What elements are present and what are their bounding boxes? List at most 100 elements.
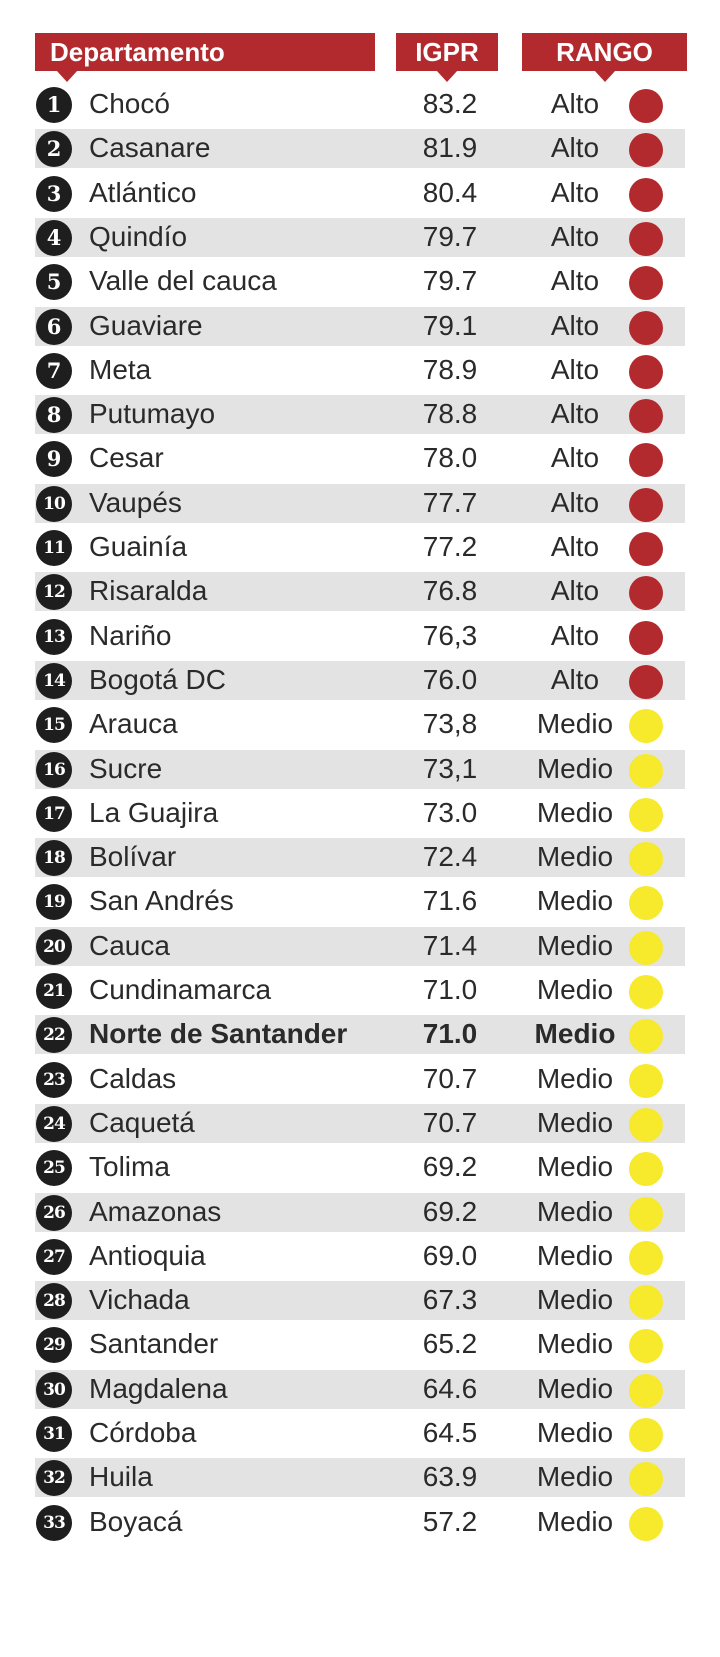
rank-badge: 11 <box>36 530 72 566</box>
table-row: 25 Tolima 69.2 Medio <box>0 1144 720 1191</box>
departamento-name: Guaviare <box>89 309 203 341</box>
igpr-value: 63.9 <box>422 1461 478 1493</box>
rank-badge: 21 <box>36 973 72 1009</box>
igpr-value: 79.1 <box>422 309 478 341</box>
row-background <box>35 749 685 789</box>
departamento-name: Norte de Santander <box>89 1018 348 1050</box>
rank-badge: 30 <box>36 1371 72 1408</box>
rango-label: Alto <box>550 398 600 430</box>
rango-dot-icon <box>629 664 663 699</box>
rango-label: Medio <box>534 1018 616 1050</box>
rango-dot-icon <box>629 487 663 522</box>
igpr-value: 70.7 <box>422 1106 478 1138</box>
table-row: 11 Guainía 77.2 Alto <box>0 524 720 571</box>
rank-badge: 29 <box>36 1327 72 1364</box>
rank-badge: 13 <box>36 618 72 655</box>
table-row: 15 Arauca 73,8 Medio <box>0 701 720 748</box>
rank-badge: 2 <box>36 131 72 168</box>
rango-dot-icon <box>629 177 663 212</box>
row-background <box>35 395 685 435</box>
igpr-value: 64.5 <box>422 1417 478 1448</box>
rango-dot-icon <box>629 1285 663 1320</box>
header-igpr: IGPR <box>396 33 498 82</box>
rango-label: Medio <box>536 1284 614 1316</box>
departamento-name: Valle del cauca <box>89 265 277 297</box>
igpr-value: 79.7 <box>422 220 478 252</box>
rank-badge: 25 <box>36 1150 72 1187</box>
departamento-name: Putumayo <box>89 398 216 430</box>
table-row: 12 Risaralda 76.8 Alto <box>0 568 720 615</box>
table-header: Departamento IGPR RANGO <box>0 33 720 82</box>
rango-dot-icon <box>629 797 663 832</box>
table-row: 1 Chocó 83.2 Alto <box>0 81 720 128</box>
rango-dot-icon <box>629 842 663 877</box>
rango-label: Alto <box>550 575 600 607</box>
table-row: 9 Cesar 78.0 Alto <box>0 435 720 482</box>
rango-label: Medio <box>536 1461 614 1493</box>
table-row: 16 Sucre 73,1 Medio <box>0 746 720 793</box>
rango-dot-icon <box>629 532 663 566</box>
rango-label: Alto <box>550 663 600 695</box>
departamento-name: San Andrés <box>89 885 234 917</box>
rango-label: Alto <box>550 486 600 518</box>
table-row: 18 Bolívar 72.4 Medio <box>0 834 720 881</box>
igpr-value: 69.0 <box>422 1239 478 1271</box>
rango-label: Alto <box>550 176 600 208</box>
rank-badge: 1 <box>36 87 72 123</box>
rango-label: Medio <box>536 1372 614 1404</box>
header-departamento: Departamento <box>35 33 375 82</box>
row-background <box>35 1015 685 1055</box>
table-row: 2 Casanare 81.9 Alto <box>0 125 720 172</box>
igpr-value: 78.8 <box>422 398 478 430</box>
rank-badge: 33 <box>36 1504 72 1541</box>
departamento-name: Casanare <box>89 132 211 164</box>
row-background <box>35 1103 685 1143</box>
table-row: 22 Norte de Santander 71.0 Medio <box>0 1011 720 1058</box>
rango-label: Medio <box>536 1151 614 1183</box>
table-row: 30 Magdalena 64.6 Medio <box>0 1366 720 1413</box>
rango-label: Medio <box>536 1239 614 1271</box>
rango-dot-icon <box>629 443 663 478</box>
departamento-name: Bogotá DC <box>89 663 226 695</box>
row-background <box>35 483 685 523</box>
departamento-name: Córdoba <box>89 1417 197 1448</box>
row-background <box>35 1192 685 1232</box>
igpr-value: 71.6 <box>422 885 478 917</box>
rank-badge: 23 <box>36 1061 72 1098</box>
rango-dot-icon <box>629 1196 663 1231</box>
rango-label: Medio <box>536 974 614 1005</box>
rango-dot-icon <box>629 930 663 965</box>
rank-badge: 16 <box>36 751 72 788</box>
table-row: 32 Huila 63.9 Medio <box>0 1454 720 1501</box>
row-background <box>35 129 685 169</box>
table-row: 33 Boyacá 57.2 Medio <box>0 1499 720 1546</box>
igpr-value: 77.7 <box>422 486 478 518</box>
departamento-name: Atlántico <box>89 176 197 208</box>
rango-dot-icon <box>629 1329 663 1364</box>
igpr-value: 70.7 <box>422 1062 478 1094</box>
igpr-value: 76.8 <box>422 575 478 607</box>
table-row: 21 Cundinamarca 71.0 Medio <box>0 967 720 1014</box>
rank-badge: 31 <box>36 1416 72 1452</box>
rango-dot-icon <box>629 1152 663 1187</box>
departamento-name: Quindío <box>89 220 188 252</box>
table-row: 10 Vaupés 77.7 Alto <box>0 480 720 527</box>
table-row: 6 Guaviare 79.1 Alto <box>0 303 720 350</box>
table-row: 8 Putumayo 78.8 Alto <box>0 391 720 438</box>
rank-badge: 15 <box>36 707 72 744</box>
rango-label: Medio <box>536 929 614 961</box>
departamento-name: Risaralda <box>89 575 208 607</box>
row-background <box>35 572 685 612</box>
rango-dot-icon <box>629 399 663 434</box>
rank-badge: 7 <box>36 352 72 389</box>
table-row: 23 Caldas 70.7 Medio <box>0 1056 720 1103</box>
table-row: 28 Vichada 67.3 Medio <box>0 1277 720 1324</box>
departamento-name: Caldas <box>89 1062 177 1094</box>
rango-label: Alto <box>550 132 600 164</box>
rango-dot-icon <box>629 620 663 655</box>
rango-dot-icon <box>629 1019 663 1054</box>
igpr-value: 69.2 <box>422 1195 478 1227</box>
rango-label: Alto <box>550 353 600 385</box>
row-background <box>35 926 685 966</box>
rango-dot-icon <box>629 310 663 345</box>
